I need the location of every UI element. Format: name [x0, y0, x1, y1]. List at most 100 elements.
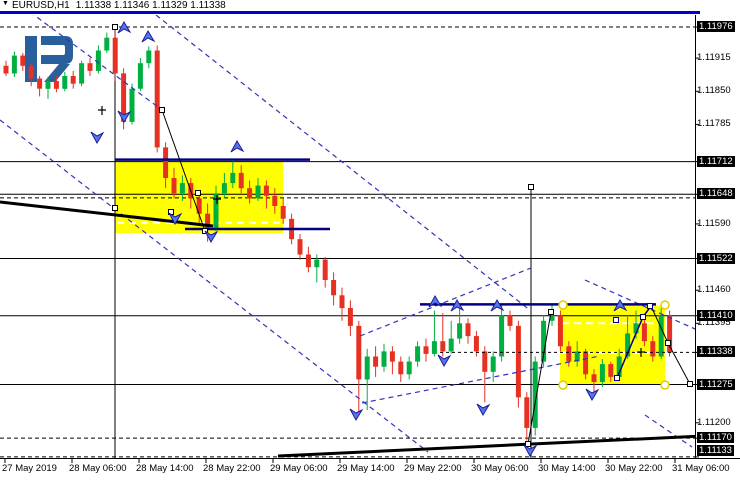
date-label: 29 May 06:00	[270, 463, 328, 474]
dashed-trendline[interactable]	[644, 414, 693, 448]
anchor-square[interactable]	[195, 190, 201, 196]
zone-handle-icon[interactable]	[660, 380, 670, 390]
down-arrow-icon	[204, 230, 219, 244]
zigzag-line[interactable]	[161, 109, 206, 232]
candle-body	[415, 346, 421, 362]
anchor-square[interactable]	[528, 184, 534, 190]
candle-body	[507, 315, 513, 326]
candle-body	[129, 88, 135, 122]
candle-body	[457, 323, 463, 339]
dashed-trendline[interactable]	[584, 279, 740, 349]
dashed-trendline[interactable]	[30, 12, 163, 111]
candle-body	[230, 172, 236, 184]
anchor-square[interactable]	[112, 24, 118, 30]
candle-body	[238, 172, 244, 189]
candle-body	[490, 356, 496, 372]
candle-body	[213, 193, 219, 229]
anchor-square[interactable]	[640, 314, 646, 320]
date-label: 29 May 22:00	[404, 463, 462, 474]
candle-body	[112, 37, 118, 74]
dashed-trendline[interactable]	[155, 15, 532, 312]
candle-body	[339, 295, 345, 309]
candle-body	[599, 364, 605, 382]
anchor-square[interactable]	[112, 205, 118, 211]
candle-body	[591, 374, 597, 382]
anchor-square[interactable]	[665, 340, 671, 346]
candle-body	[473, 336, 479, 352]
candle-body	[205, 213, 211, 229]
price-label-highlighted: 1.11976	[697, 21, 735, 32]
cross-marker-icon	[98, 106, 106, 115]
price-label: 1.11590	[697, 217, 731, 229]
date-label: 28 May 22:00	[203, 463, 261, 474]
candle-body	[440, 341, 446, 352]
candle-body	[448, 338, 454, 352]
candle-body	[541, 320, 547, 362]
candle-body	[280, 206, 286, 219]
time-axis[interactable]: 27 May 2019 28 May 06:00 28 May 14:00 28 Ma…	[0, 461, 740, 480]
candle-body	[171, 178, 177, 194]
candle-body	[625, 333, 631, 357]
candle-body	[322, 259, 328, 280]
anchor-square[interactable]	[614, 375, 620, 381]
candle-body	[314, 259, 320, 268]
candle-body	[121, 73, 127, 122]
candle-body	[45, 81, 51, 89]
down-arrow-icon	[117, 110, 132, 124]
date-label: 27 May 2019	[2, 463, 57, 474]
candle-body	[28, 65, 34, 79]
candle-body	[381, 351, 387, 367]
candle-body	[398, 361, 404, 375]
candle-body	[70, 76, 76, 84]
anchor-square[interactable]	[548, 309, 554, 315]
candle-body	[667, 315, 673, 353]
candle-body	[255, 185, 261, 199]
candle-body	[247, 188, 253, 199]
down-arrow-icon	[90, 131, 105, 145]
zone-handle-icon[interactable]	[558, 380, 568, 390]
candle-body	[87, 63, 93, 71]
anchor-square[interactable]	[525, 441, 531, 447]
candle-body	[515, 325, 521, 398]
candle-body	[20, 55, 26, 66]
symbol-dropdown-icon[interactable]: ▼	[2, 0, 9, 7]
zone-handle-icon[interactable]	[558, 300, 568, 310]
candle-body	[583, 351, 589, 375]
dashed-trendline[interactable]	[361, 355, 601, 404]
cross-marker-icon	[213, 195, 221, 204]
candle-body	[373, 356, 379, 367]
zigzag-line[interactable]	[527, 311, 552, 445]
date-label: 30 May 06:00	[471, 463, 529, 474]
price-label: 1.11460	[697, 284, 731, 296]
price-axis[interactable]: 1.11915 1.11850 1.11785 1.11590 1.11460 1.113…	[697, 0, 740, 458]
up-arrow-icon	[230, 139, 245, 153]
candle-body	[263, 185, 269, 196]
candle-body	[364, 356, 370, 380]
candle-body	[406, 361, 412, 375]
candle-body	[423, 346, 429, 354]
thick-trendline[interactable]	[277, 434, 703, 458]
dashed-trendline[interactable]	[359, 267, 532, 337]
price-label-highlighted: 1.11410	[697, 309, 735, 321]
candle-body	[62, 76, 68, 89]
candle-body	[347, 308, 353, 326]
price-label-highlighted: 1.11170	[697, 432, 734, 444]
date-label: 31 May 06:00	[672, 463, 730, 474]
anchor-square[interactable]	[687, 381, 693, 387]
zone-handle-icon[interactable]	[660, 300, 670, 310]
candle-body	[305, 254, 311, 268]
thick-trendline[interactable]	[0, 200, 214, 228]
anchor-square[interactable]	[159, 107, 165, 113]
price-label: 1.11915	[697, 52, 731, 64]
candle-body	[482, 351, 488, 372]
candle-body	[356, 325, 362, 380]
candle-body	[574, 351, 580, 362]
up-arrow-icon	[141, 29, 156, 43]
dashed-trendline[interactable]	[0, 119, 429, 453]
candle-body	[532, 361, 538, 428]
anchor-square[interactable]	[647, 303, 653, 309]
candle-body	[53, 81, 59, 89]
anchor-square[interactable]	[613, 317, 619, 323]
